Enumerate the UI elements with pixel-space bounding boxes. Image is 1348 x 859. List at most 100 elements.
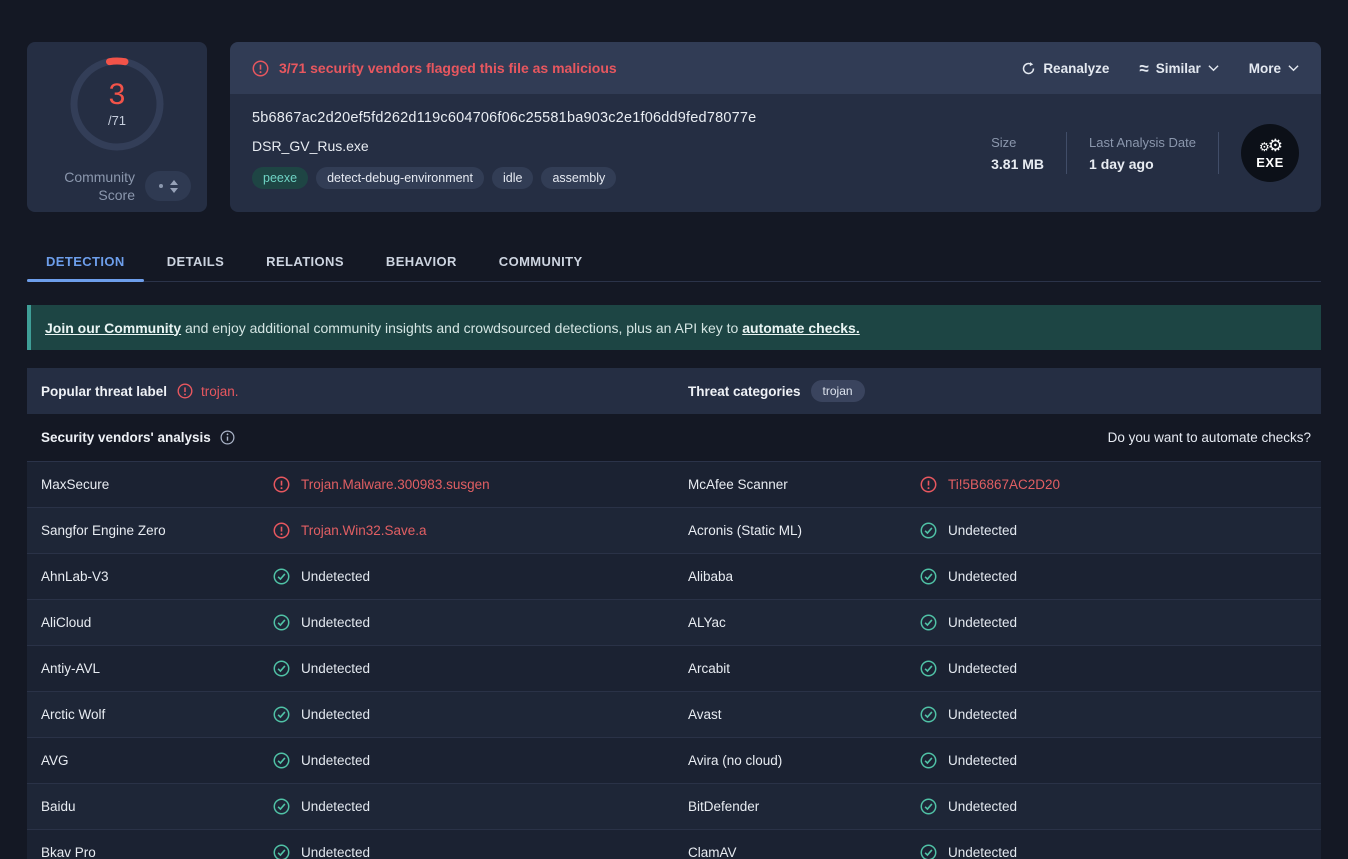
- file-summary-card: 3/71 security vendors flagged this file …: [230, 42, 1321, 212]
- chevron-down-icon: [1288, 65, 1299, 72]
- check-circle-icon: [273, 752, 290, 769]
- detection-result: Undetected: [920, 798, 1321, 815]
- file-tag[interactable]: peexe: [252, 167, 309, 189]
- vendors-analysis-title: Security vendors' analysis: [41, 430, 211, 445]
- tab-community[interactable]: COMMUNITY: [498, 254, 583, 269]
- check-circle-icon: [273, 614, 290, 631]
- check-circle-icon: [920, 706, 937, 723]
- file-tag[interactable]: detect-debug-environment: [316, 167, 484, 189]
- detection-result: Ti!5B6867AC2D20: [920, 476, 1321, 493]
- score-value: 3: [108, 78, 126, 111]
- detection-result: Undetected: [920, 568, 1321, 585]
- automate-checks-link[interactable]: automate checks.: [742, 319, 860, 336]
- detection-result: Undetected: [273, 752, 688, 769]
- table-row: Antiy-AVL Undetected Arcabit Undetected: [27, 646, 1321, 692]
- detection-result: Undetected: [920, 614, 1321, 631]
- vendor-name: BitDefender: [688, 799, 760, 814]
- detection-gauge: 3 /71: [67, 54, 167, 154]
- vendor-name: Antiy-AVL: [41, 661, 101, 676]
- alert-circle-icon: [273, 476, 290, 493]
- tab-relations[interactable]: RELATIONS: [266, 254, 344, 269]
- exe-gears-icon: ⚙⚙: [1258, 136, 1283, 155]
- last-analysis-value[interactable]: 1 day ago: [1089, 155, 1154, 172]
- last-analysis-block: Last Analysis Date 1 day ago: [1089, 134, 1196, 172]
- check-circle-icon: [920, 614, 937, 631]
- threat-categories-title: Threat categories: [688, 383, 801, 399]
- automate-checks-prompt[interactable]: Do you want to automate checks?: [1107, 430, 1311, 445]
- alert-circle-icon: [177, 383, 193, 399]
- alert-circle-icon: [252, 60, 269, 76]
- banner-text: and enjoy additional community insights …: [181, 319, 743, 336]
- table-row: Bkav Pro Undetected ClamAV Undetected: [27, 830, 1321, 859]
- detection-result: Undetected: [273, 614, 688, 631]
- file-info-panel: 5b6867ac2d20ef5fd262d119c604706f06c25581…: [230, 94, 1321, 212]
- file-tag[interactable]: assembly: [541, 167, 617, 189]
- report-tabs: DETECTION DETAILS RELATIONS BEHAVIOR COM…: [27, 240, 1321, 282]
- detection-result: Undetected: [920, 844, 1321, 859]
- score-total: /71: [107, 113, 127, 128]
- table-row: MaxSecure Trojan.Malware.300983.susgen McA…: [27, 462, 1321, 508]
- chevron-down-icon: [1208, 65, 1219, 72]
- vendor-name: Arctic Wolf: [41, 707, 106, 722]
- check-circle-icon: [273, 844, 290, 859]
- alert-circle-icon: [273, 522, 290, 539]
- table-row: AliCloud Undetected ALYac Undetected: [27, 600, 1321, 646]
- popular-threat-label-title: Popular threat label: [41, 383, 168, 399]
- detection-result: Undetected: [273, 568, 688, 585]
- threat-category-pill[interactable]: trojan: [810, 380, 865, 402]
- detection-result: Undetected: [920, 706, 1321, 723]
- vendor-name: Sangfor Engine Zero: [41, 523, 166, 538]
- vote-up-down-icon[interactable]: [169, 179, 178, 193]
- vendor-name: AhnLab-V3: [41, 569, 109, 584]
- vendor-name: AVG: [41, 753, 69, 768]
- popular-threat-label-value[interactable]: trojan.: [201, 383, 239, 399]
- divider: [1218, 132, 1219, 174]
- vendor-name: ALYac: [688, 615, 726, 630]
- vendor-name: ClamAV: [688, 845, 737, 859]
- community-score-label: Community Score: [64, 169, 135, 204]
- vendor-name: Arcabit: [688, 661, 731, 676]
- summary-section: 3 /71 Community Score: [27, 0, 1321, 212]
- vendor-name: Avast: [688, 707, 722, 722]
- file-tag[interactable]: idle: [492, 167, 534, 189]
- info-circle-icon[interactable]: [220, 430, 235, 445]
- reanalyze-button[interactable]: Reanalyze: [1021, 61, 1109, 76]
- join-community-link[interactable]: Join our Community: [45, 319, 182, 336]
- detection-result: Trojan.Malware.300983.susgen: [273, 476, 688, 493]
- detection-result: Undetected: [273, 798, 688, 815]
- check-circle-icon: [920, 568, 937, 585]
- detection-result: Undetected: [920, 660, 1321, 677]
- file-name: DSR_GV_Rus.exe: [252, 138, 369, 154]
- tab-behavior[interactable]: BEHAVIOR: [385, 254, 457, 269]
- threat-label-row: Popular threat label trojan. Threat cate…: [27, 368, 1321, 414]
- file-meta: Size 3.81 MB Last Analysis Date 1 day ag…: [969, 94, 1299, 212]
- similar-button[interactable]: ≈ Similar: [1139, 60, 1219, 77]
- vendor-name: Bkav Pro: [41, 845, 96, 859]
- more-button[interactable]: More: [1249, 61, 1299, 76]
- check-circle-icon: [920, 798, 937, 815]
- vendor-name: McAfee Scanner: [688, 477, 788, 492]
- detection-flag-bar: 3/71 security vendors flagged this file …: [230, 42, 1321, 94]
- file-type-badge: ⚙⚙ EXE: [1241, 124, 1299, 182]
- community-banner: Join our Community and enjoy additional …: [27, 305, 1321, 350]
- refresh-icon: [1023, 61, 1035, 74]
- tab-detection[interactable]: DETECTION: [27, 240, 144, 282]
- vendor-name: Avira (no cloud): [688, 753, 783, 768]
- table-row: AVG Undetected Avira (no cloud) Undetected: [27, 738, 1321, 784]
- check-circle-icon: [273, 568, 290, 585]
- detection-result: Undetected: [273, 660, 688, 677]
- check-circle-icon: [920, 660, 937, 677]
- tab-details[interactable]: DETAILS: [166, 254, 225, 269]
- divider: [1066, 132, 1068, 174]
- community-score-card: 3 /71 Community Score: [27, 42, 207, 212]
- file-hash[interactable]: 5b6867ac2d20ef5fd262d119c604706f06c25581…: [252, 110, 757, 126]
- vendor-name: AliCloud: [41, 615, 92, 630]
- vendor-name: MaxSecure: [41, 477, 110, 492]
- table-row: Baidu Undetected BitDefender Undetected: [27, 784, 1321, 830]
- vendors-table: MaxSecure Trojan.Malware.300983.susgen McA…: [27, 462, 1321, 859]
- check-circle-icon: [273, 706, 290, 723]
- vote-widget[interactable]: [145, 171, 191, 202]
- check-circle-icon: [273, 798, 290, 815]
- flag-message: 3/71 security vendors flagged this file …: [279, 60, 617, 76]
